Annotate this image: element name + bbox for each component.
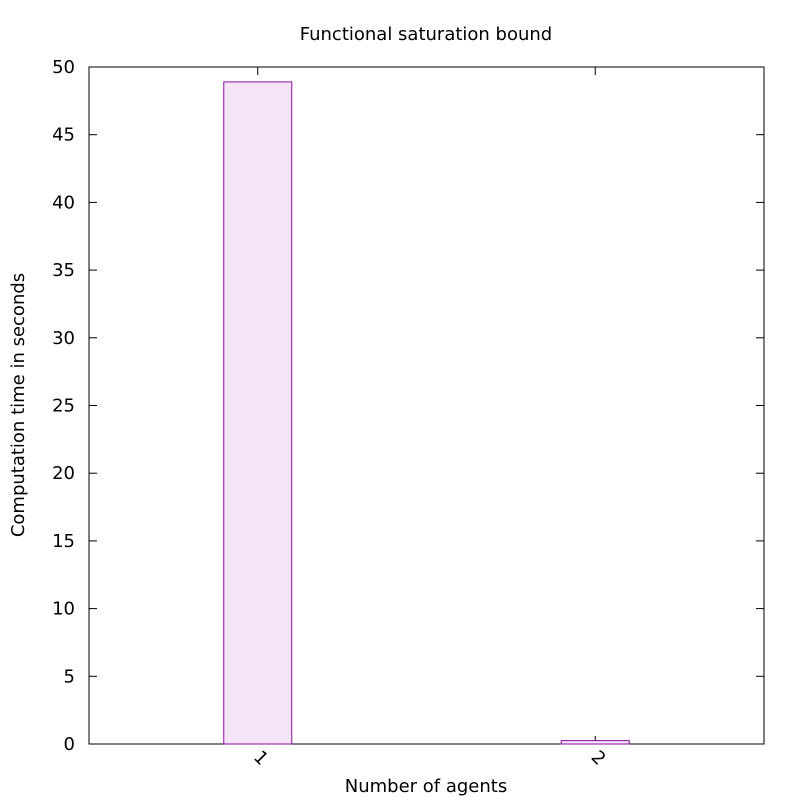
y-tick-label: 15 xyxy=(52,531,75,552)
y-tick-label: 10 xyxy=(52,599,75,620)
y-tick-label: 50 xyxy=(52,57,75,78)
y-axis-label: Computation time in seconds xyxy=(8,273,29,537)
x-axis-label: Number of agents xyxy=(345,776,507,797)
y-tick-label: 40 xyxy=(52,192,75,213)
y-tick-label: 5 xyxy=(64,666,75,687)
bar-2 xyxy=(560,740,630,745)
plot-frame xyxy=(88,66,765,745)
y-tick-label: 45 xyxy=(52,125,75,146)
chart-title: Functional saturation bound xyxy=(300,24,553,45)
x-tick-label: 1 xyxy=(249,747,272,770)
y-tick-label: 30 xyxy=(52,328,75,349)
y-tick-label: 35 xyxy=(52,260,75,281)
y-axis: 0 5 10 15 20 25 30 35 40 45 50 xyxy=(52,57,764,755)
bar-1 xyxy=(223,81,293,745)
y-tick-label: 20 xyxy=(52,463,75,484)
bar-series xyxy=(223,81,630,745)
x-tick-label: 2 xyxy=(587,747,610,770)
y-tick-label: 0 xyxy=(64,734,75,755)
y-tick-label: 25 xyxy=(52,396,75,417)
